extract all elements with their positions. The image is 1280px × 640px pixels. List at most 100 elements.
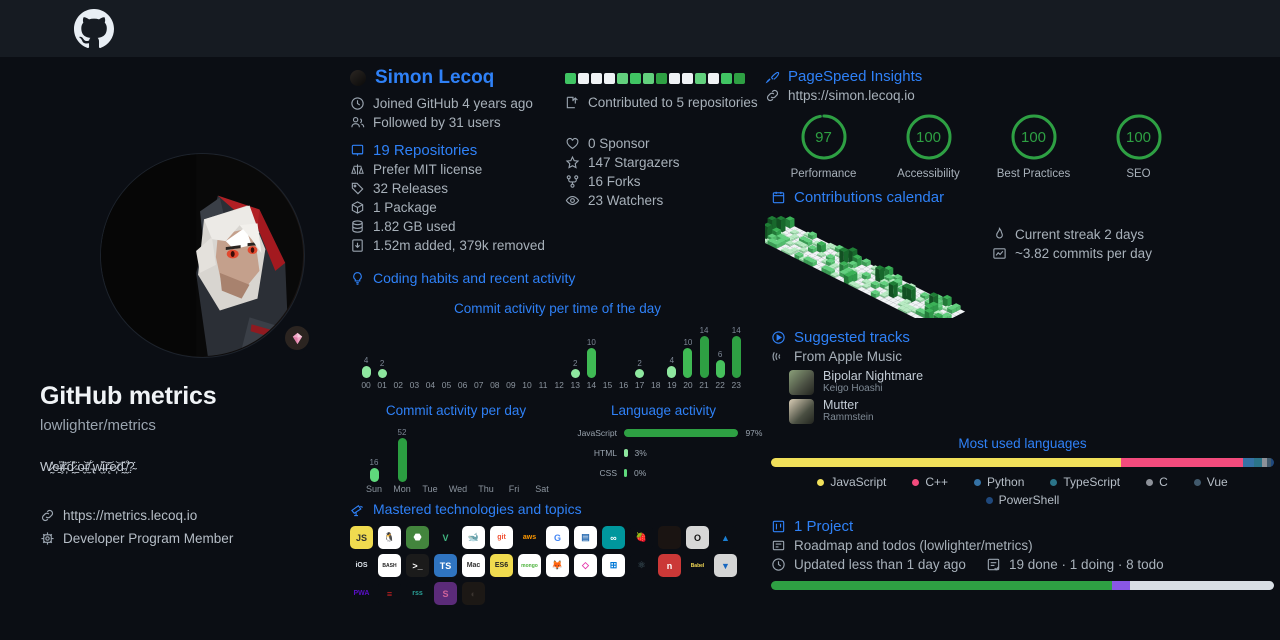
contribution-square — [669, 73, 680, 84]
user-avatar-icon — [350, 70, 366, 86]
hours-axis-label: 02 — [393, 380, 403, 390]
calendar-cell — [951, 303, 961, 308]
calendar-cell — [866, 285, 871, 290]
telescope-icon — [350, 502, 365, 517]
average-row: ~3.82 commits per day — [992, 244, 1152, 263]
calendar-cell — [812, 247, 817, 254]
linux-icon: 🐧 — [378, 526, 401, 549]
contribution-square — [630, 73, 641, 84]
calendar-cell — [861, 258, 871, 263]
calendar-icon — [771, 190, 786, 205]
days-bar — [444, 426, 472, 482]
profile-website-row[interactable]: https://metrics.lecoq.io — [40, 508, 340, 523]
tech-heading: Mastered technologies and topics — [373, 501, 582, 517]
joined-text: Joined GitHub 4 years ago — [373, 96, 533, 111]
calendar-cell — [834, 244, 844, 250]
hours-bar-value: 2 — [573, 359, 578, 368]
contribution-square — [591, 73, 602, 84]
pagespeed-heading-row[interactable]: PageSpeed Insights — [765, 67, 1280, 86]
tech-heading-row[interactable]: Mastered technologies and topics — [350, 500, 765, 519]
calendar-cell — [816, 257, 826, 263]
language-segment — [1266, 458, 1271, 467]
calendar-cell — [848, 247, 858, 252]
typescript-icon: TS — [434, 554, 457, 577]
followers-text: Followed by 31 users — [373, 115, 501, 130]
calendar-cell — [852, 254, 862, 259]
tracks-heading-row[interactable]: Suggested tracks — [771, 328, 1280, 347]
legend-dot — [817, 478, 825, 486]
legend-label: Vue — [1206, 475, 1228, 489]
languages-chart-title: Language activity — [610, 403, 717, 418]
hours-axis-label: 14 — [586, 380, 597, 390]
days-bar-fill — [369, 468, 379, 482]
calendar-heading-row[interactable]: Contributions calendar — [771, 188, 1280, 207]
license-row: Prefer MIT license — [350, 160, 565, 179]
page-subtitle: lowlighter/metrics — [40, 417, 156, 434]
coding-habits-row[interactable]: Coding habits and recent activity — [350, 269, 765, 288]
calendar-cell — [812, 233, 817, 240]
user-name-row[interactable]: Simon Lecoq — [350, 67, 565, 89]
calendar-cell — [879, 280, 889, 286]
page-body: GitHub metrics lowlighter/metrics W̷̰̓e̶… — [0, 57, 1280, 640]
calendar-cell — [772, 227, 782, 232]
pagespeed-url-row[interactable]: https://simon.lecoq.io — [765, 86, 1280, 105]
days-bar — [472, 426, 500, 482]
calendar-cell — [861, 289, 871, 294]
calendar-cell — [785, 240, 795, 246]
pagespeed-score: 97 Performance — [771, 111, 876, 180]
calendar-cell — [834, 265, 840, 269]
calendar-cell — [848, 262, 853, 269]
calendar-cell — [825, 247, 831, 252]
hours-chart: 4 2 2 10 2 4 10 14 6 14 00 01 02 03 04 05 06 07 08 09 10 11 1… — [350, 322, 765, 390]
calendar-cell — [789, 233, 799, 239]
track-item[interactable]: Mutter Rammstein — [789, 398, 1280, 424]
language-activity-pct: 0% — [634, 468, 647, 478]
hours-bar — [487, 322, 503, 378]
hours-bar — [535, 322, 551, 378]
days-bar-value: 16 — [369, 458, 379, 468]
stargazers-row: 147 Stargazers — [565, 153, 765, 172]
calendar-cell — [781, 247, 790, 252]
legend-item: PowerShell — [985, 493, 1059, 507]
hours-bar: 14 — [728, 322, 744, 378]
track-item[interactable]: Bipolar Nightmare Keigo Hoashi — [789, 369, 1280, 395]
calendar-cell — [870, 292, 876, 299]
lightbulb-icon — [350, 271, 365, 286]
hours-bar — [422, 322, 438, 378]
calendar-cell — [843, 249, 849, 265]
hours-bar — [503, 322, 519, 378]
lines-text: 1.52m added, 379k removed — [373, 238, 545, 253]
days-chart: 16 52 Sun Mon Tue Wed Thu Fri Sat — [350, 426, 562, 494]
project-progress-bar — [771, 581, 1274, 590]
repositories-text: 19 Repositories — [373, 142, 478, 159]
calendar-cell — [924, 308, 934, 313]
hours-axis-label: 07 — [473, 380, 484, 390]
graphql-icon: ◇ — [574, 554, 597, 577]
pagespeed-url: https://simon.lecoq.io — [788, 88, 915, 103]
calendar-cell — [821, 243, 826, 254]
hours-axis-label: 12 — [554, 380, 564, 390]
tasklist-icon — [986, 557, 1001, 572]
hours-axis-label: 20 — [683, 380, 693, 390]
calendar-cell — [830, 247, 835, 252]
calendar-cell — [767, 238, 777, 243]
tracks-heading: Suggested tracks — [794, 329, 910, 346]
calendar-cell — [879, 283, 885, 290]
contribution-square — [617, 73, 628, 84]
calendar-cell — [776, 242, 782, 249]
hours-axis-label: 23 — [731, 380, 741, 390]
repositories-row[interactable]: 19 Repositories — [350, 141, 565, 160]
pagespeed-score: 100 Best Practices — [981, 111, 1086, 180]
language-activity-bar — [624, 429, 739, 437]
project-heading-row[interactable]: 1 Project — [771, 517, 1280, 536]
calendar-cell — [834, 254, 840, 258]
calendar-cell — [875, 265, 885, 270]
calendar-cell — [798, 245, 804, 249]
hours-axis-label: 06 — [457, 380, 468, 390]
hours-bar: 2 — [374, 322, 390, 378]
calendar-cell — [812, 255, 822, 260]
calendar-cell — [911, 300, 921, 305]
calendar-cell — [807, 260, 813, 267]
calendar-cell — [852, 262, 858, 269]
language-activity-bar — [624, 449, 628, 457]
